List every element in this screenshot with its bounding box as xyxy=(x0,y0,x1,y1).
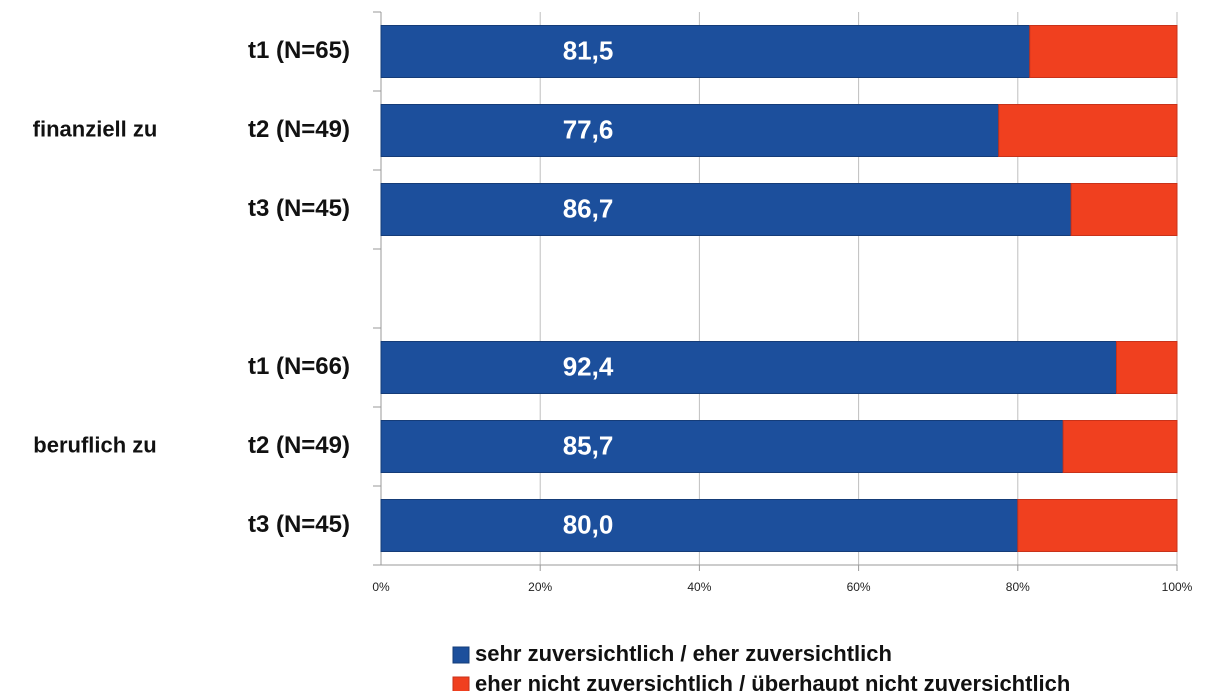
bar-segment xyxy=(380,104,1000,157)
value-label: 92,4 xyxy=(563,351,614,381)
bar-segment xyxy=(380,341,1118,394)
group-label: beruflich zu xyxy=(33,432,156,457)
x-tick-label: 20% xyxy=(528,580,552,594)
bar-segment xyxy=(380,183,1072,236)
category-label: t2 (N=49) xyxy=(248,116,350,143)
value-label: 77,6 xyxy=(563,114,614,144)
bar-segment xyxy=(380,499,1019,552)
legend-label: eher nicht zuversichtlich / überhaupt ni… xyxy=(475,671,1070,691)
value-label: 85,7 xyxy=(563,430,614,460)
category-label: t1 (N=66) xyxy=(248,353,350,380)
bar-segment xyxy=(380,420,1064,473)
bar-segment xyxy=(1029,25,1178,78)
x-tick-label: 0% xyxy=(372,580,390,594)
bar-segment xyxy=(998,104,1178,157)
bar-segment xyxy=(1062,420,1178,473)
value-label: 86,7 xyxy=(563,193,614,223)
x-tick-label: 80% xyxy=(1006,580,1030,594)
bar-segment xyxy=(1070,183,1178,236)
group-label: finanziell zu xyxy=(33,116,158,141)
bar-segment xyxy=(1116,341,1178,394)
x-tick-label: 60% xyxy=(847,580,871,594)
category-label: t3 (N=45) xyxy=(248,195,350,222)
category-label: t2 (N=49) xyxy=(248,432,350,459)
category-label: t3 (N=45) xyxy=(248,511,350,538)
legend-swatch xyxy=(452,646,470,664)
value-label: 81,5 xyxy=(563,35,614,65)
bar-segment xyxy=(380,25,1031,78)
value-label: 80,0 xyxy=(563,509,614,539)
legend-swatch xyxy=(452,676,470,691)
x-tick-label: 40% xyxy=(687,580,711,594)
category-label: t1 (N=65) xyxy=(248,37,350,64)
legend-label: sehr zuversichtlich / eher zuversichtlic… xyxy=(475,641,892,666)
bar-segment xyxy=(1017,499,1178,552)
x-tick-label: 100% xyxy=(1162,580,1193,594)
